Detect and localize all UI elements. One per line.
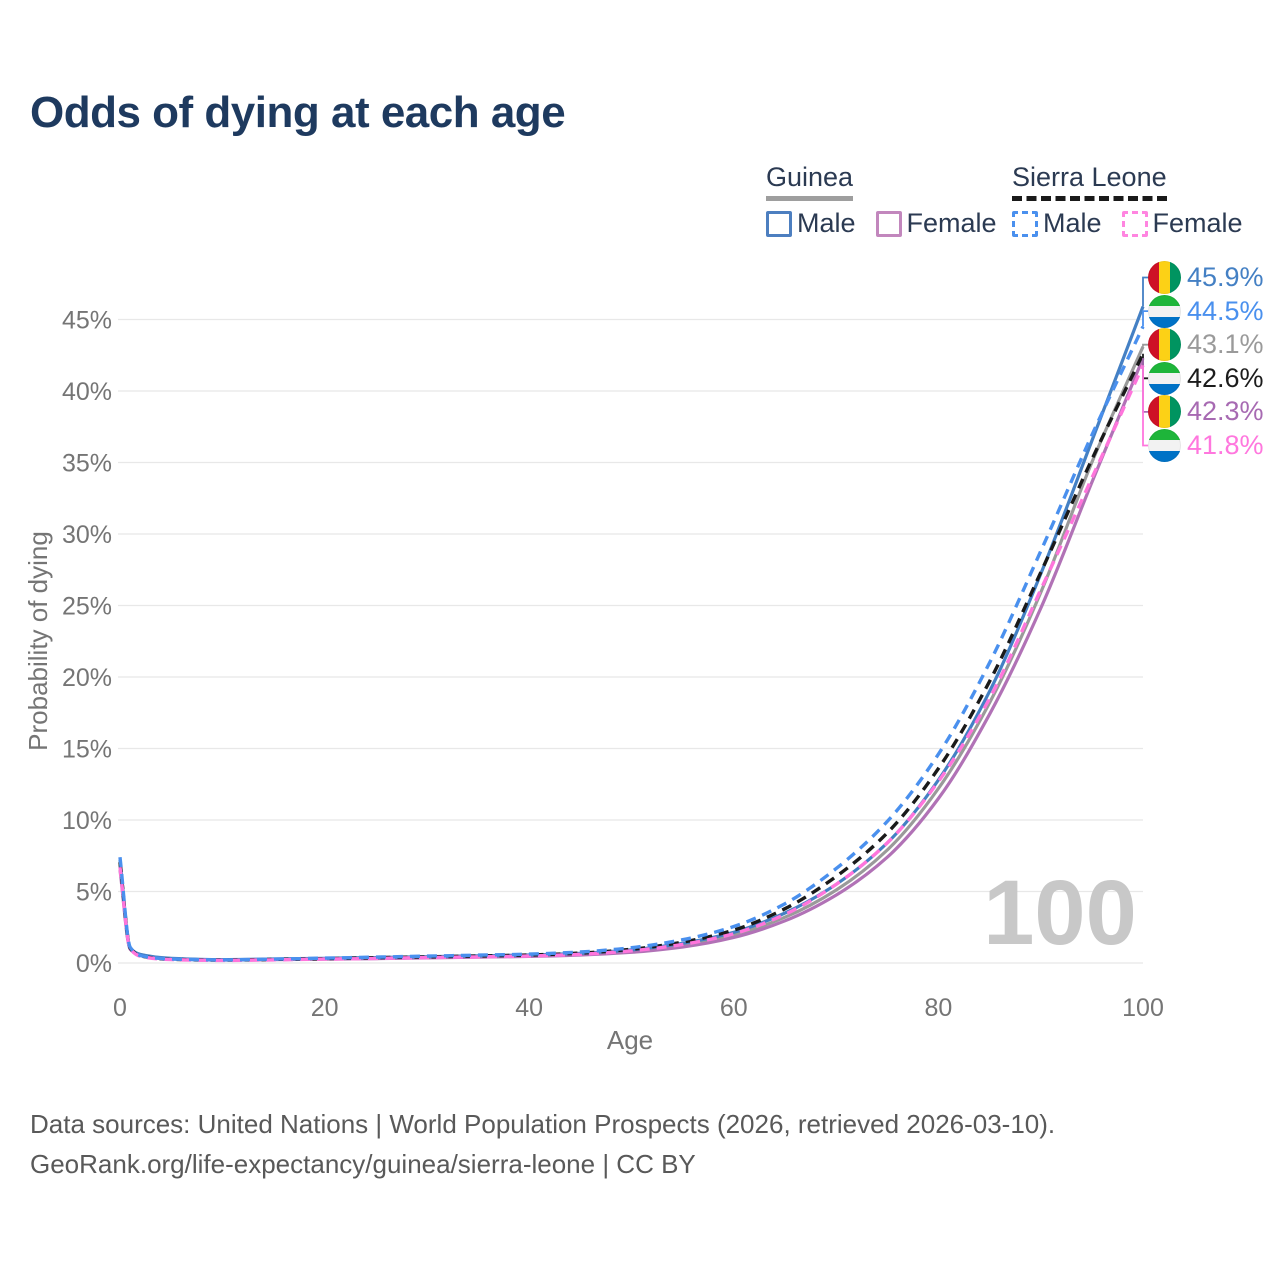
end-label-guinea-male: 45.9% [1148, 261, 1264, 295]
y-tick-label: 10% [62, 807, 112, 835]
y-tick-label: 35% [62, 450, 112, 478]
flag-icon-guinea [1148, 261, 1181, 294]
y-tick-label: 15% [62, 736, 112, 764]
end-label-sierra-leone-both: 42.6% [1148, 361, 1264, 395]
label-connector-guinea-male [1142, 276, 1150, 307]
x-tick-label: 20 [311, 994, 339, 1022]
legend-label-guinea-male: Male [797, 208, 856, 238]
legend-group-guinea: Guinea Male Female [766, 162, 997, 239]
end-label-value: 41.8% [1187, 430, 1264, 460]
legend-group-sierra-leone: Sierra Leone Male Female [1012, 162, 1243, 239]
end-label-value: 45.9% [1187, 262, 1264, 292]
series-line-sierra-leone-female [118, 364, 1145, 963]
flag-icon-sierra-leone [1148, 361, 1181, 395]
label-connector-sierra-leone-female [1142, 365, 1150, 447]
legend-item-guinea-female[interactable]: Female [875, 208, 997, 239]
end-label-value: 42.6% [1187, 362, 1264, 393]
end-label-guinea-female: 42.3% [1148, 395, 1264, 429]
end-label-value: 43.1% [1187, 329, 1264, 360]
end-label-sierra-leone-male: 44.5% [1148, 294, 1264, 328]
legend-item-sierra-leone-male[interactable]: Male [1012, 208, 1102, 239]
flag-icon-sierra-leone [1148, 429, 1181, 462]
legend-items-guinea: Male Female [766, 208, 997, 239]
legend-swatch-guinea-female [875, 210, 902, 237]
legend-item-sierra-leone-female[interactable]: Female [1121, 208, 1243, 239]
legend-country-guinea[interactable]: Guinea [766, 162, 854, 201]
footer-link[interactable]: GeoRank.org/life-expectancy/guinea/sierr… [30, 1149, 696, 1179]
legend-swatch-sierra-leone-female [1121, 210, 1148, 237]
y-axis-title: Probability of dying [23, 531, 53, 751]
x-tick-label: 0 [113, 994, 127, 1022]
flag-icon-sierra-leone [1148, 294, 1181, 328]
footer-sources: Data sources: United Nations | World Pop… [30, 1109, 1056, 1139]
y-tick-label: 20% [62, 664, 112, 692]
legend-country-sierra-leone[interactable]: Sierra Leone [1012, 162, 1167, 201]
legend-items-sierra-leone: Male Female [1012, 208, 1243, 239]
age-watermark: 100 [983, 862, 1137, 964]
end-label-sierra-leone-female: 41.8% [1148, 429, 1264, 463]
x-tick-label: 80 [924, 994, 952, 1022]
y-tick-label: 30% [62, 521, 112, 549]
y-tick-label: 40% [62, 378, 112, 406]
legend-label-sierra-leone-female: Female [1152, 208, 1243, 238]
x-tick-label: 40 [515, 994, 543, 1022]
page-title: Odds of dying at each age [30, 88, 566, 137]
legend-swatch-sierra-leone-male [1012, 210, 1038, 237]
end-label-value: 42.3% [1187, 396, 1264, 427]
y-tick-label: 25% [62, 593, 112, 621]
end-label-value: 44.5% [1187, 295, 1264, 326]
legend-label-sierra-leone-male: Male [1043, 208, 1102, 238]
x-tick-label: 100 [1122, 994, 1164, 1022]
legend-label-guinea-female: Female [906, 208, 997, 238]
label-connector-guinea-both [1142, 343, 1150, 347]
label-connector-sierra-leone-male [1142, 310, 1150, 327]
y-tick-label: 45% [62, 307, 112, 335]
y-tick-label: 5% [76, 879, 112, 907]
flag-icon-guinea [1148, 328, 1181, 362]
footer: Data sources: United Nations | World Pop… [30, 1104, 1055, 1184]
x-axis-title: Age [607, 1025, 653, 1055]
end-label-guinea-both: 43.1% [1148, 328, 1264, 362]
flag-icon-guinea [1148, 395, 1181, 429]
series-line-sierra-leone-male [118, 325, 1145, 962]
y-tick-label: 0% [76, 950, 112, 978]
legend-item-guinea-male[interactable]: Male [766, 208, 856, 239]
x-tick-label: 60 [720, 994, 748, 1022]
legend-swatch-guinea-male [766, 210, 792, 237]
